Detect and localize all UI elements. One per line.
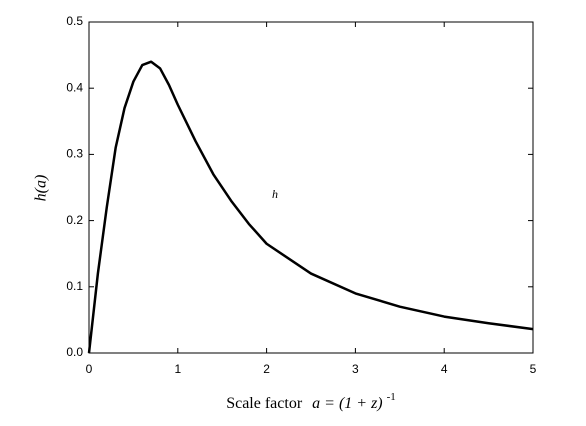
x-tick-label: 2: [263, 362, 270, 376]
x-tick-label: 3: [352, 362, 359, 376]
x-tick-label: 0: [86, 362, 93, 376]
curve-annotation: h: [272, 187, 278, 201]
x-tick-label: 4: [441, 362, 448, 376]
x-tick-label: 5: [530, 362, 537, 376]
line-series: [87, 60, 534, 354]
y-tick-label: 0.2: [66, 213, 83, 227]
x-axis-title-text: Scale factor: [226, 395, 303, 412]
y-tick-label: 0.3: [66, 147, 83, 161]
x-axis-title-exponent: -1: [387, 391, 396, 403]
y-tick-label: 0.0: [66, 345, 83, 359]
y-tick-label: 0.5: [66, 14, 83, 28]
x-tick-label: 1: [174, 362, 181, 376]
y-axis-title: h(a): [33, 175, 50, 202]
y-tick-label: 0.4: [66, 80, 83, 94]
x-axis-title-math: a = (1 + z): [312, 395, 382, 412]
plot-frame: [88, 21, 534, 354]
y-tick-label: 0.1: [66, 279, 83, 293]
x-axis-title: Scale factor a = (1 + z) -1: [226, 391, 396, 412]
